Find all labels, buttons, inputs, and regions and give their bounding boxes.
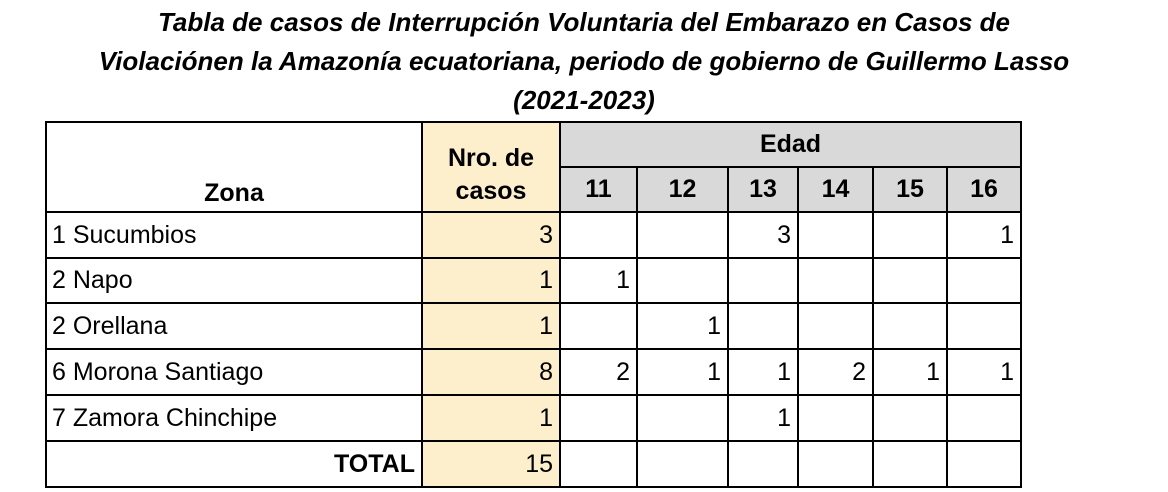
cell: 1: [539, 311, 553, 340]
grid-line: [45, 211, 1022, 213]
header-cell: 16: [970, 175, 998, 203]
cell: 3: [777, 220, 791, 249]
row-label: 2 Napo: [52, 266, 133, 294]
row-label: 2 Orellana: [52, 311, 168, 340]
cell: 1: [777, 403, 791, 432]
header-cell: Edad: [759, 130, 822, 158]
header-cell: 13: [749, 175, 777, 203]
grid-line: [45, 440, 1022, 442]
grid-line: [727, 166, 729, 488]
grid-line: [872, 166, 874, 488]
grid-line: [45, 302, 1022, 304]
cell: 1: [1000, 220, 1014, 249]
row-label: 6 Morona Santiago: [52, 357, 264, 386]
grid-line: [421, 121, 423, 488]
cell: 1: [926, 357, 940, 386]
cell: 3: [539, 220, 553, 249]
cell: 1: [707, 357, 721, 386]
grid-line: [45, 121, 1022, 123]
cell: 1: [539, 266, 553, 294]
grid-line: [636, 166, 638, 488]
title-line: (2021-2023): [513, 85, 655, 115]
cell: 2: [852, 357, 866, 386]
grid-line: [946, 166, 948, 488]
cell: 1: [1000, 357, 1014, 386]
cell: 1: [777, 357, 791, 386]
cell: 2: [616, 357, 630, 386]
row-label: 7 Zamora Chinchipe: [52, 403, 278, 432]
cell: 1: [616, 266, 630, 294]
cell: 1: [707, 311, 721, 340]
grid-line: [45, 486, 1022, 488]
grid-line: [1020, 121, 1022, 488]
header-cell: 14: [821, 175, 850, 203]
header-cell: 11: [585, 175, 612, 203]
header-cell: 12: [668, 175, 697, 203]
grid-line: [797, 166, 799, 488]
row-label: 1 Sucumbios: [52, 220, 197, 249]
grid-line: [559, 166, 1022, 168]
grid-line: [559, 121, 561, 488]
cell: 1: [539, 403, 553, 432]
grid-line: [45, 348, 1022, 350]
row-label: TOTAL: [333, 449, 415, 478]
grid-line: [45, 257, 1022, 259]
cell: 8: [539, 357, 553, 386]
header-cell: Zona: [204, 179, 264, 207]
header-cell: 15: [896, 175, 924, 203]
cases-column-bg: [422, 122, 560, 487]
title-line: Tabla de casos de Interrupción Voluntari…: [158, 7, 1010, 37]
cell: 15: [525, 449, 553, 478]
header-cell: Nro. de casos: [447, 144, 535, 205]
title-line: Violaciónen la Amazonía ecuatoriana, per…: [98, 46, 1070, 76]
grid-line: [45, 121, 47, 488]
grid-line: [45, 394, 1022, 396]
